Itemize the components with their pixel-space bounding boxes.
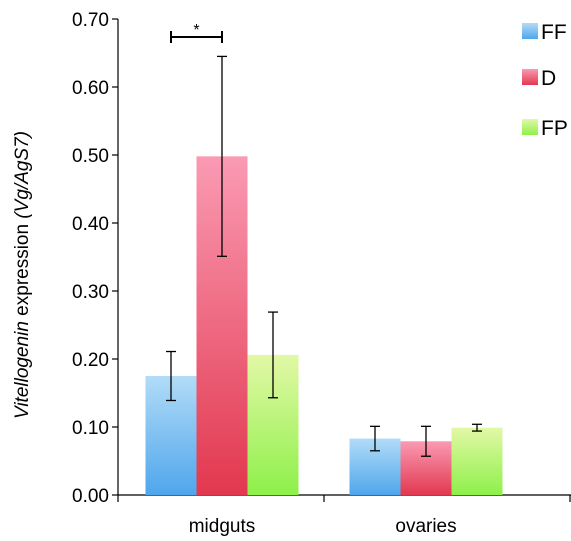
category-label-midguts: midguts xyxy=(189,516,256,537)
y-axis-label-text: expression xyxy=(12,219,33,321)
legend-swatch-FF xyxy=(522,23,538,39)
significance-annotation: * xyxy=(170,22,223,43)
legend-swatch-FP xyxy=(522,119,538,135)
y-tick-label: 0.30 xyxy=(72,282,109,303)
significance-star: * xyxy=(193,22,199,39)
y-tick-label: 0.10 xyxy=(72,418,109,439)
y-tick-label: 0.00 xyxy=(72,486,109,507)
y-tick-label: 0.40 xyxy=(72,214,109,235)
y-tick-label: 0.60 xyxy=(72,78,109,99)
category-label-ovaries: ovaries xyxy=(395,516,456,537)
y-axis-label: Vitellogenin expression (Vg/AgS7) xyxy=(12,131,33,419)
legend-label-FF: FF xyxy=(541,21,567,44)
legend-label-D: D xyxy=(541,67,556,90)
legend-label-FP: FP xyxy=(541,117,568,140)
chart-bars xyxy=(145,156,503,496)
legend-swatch-D xyxy=(522,69,538,85)
y-tick-label: 0.20 xyxy=(72,350,109,371)
y-axis-label-ratio: (Vg/AgS7) xyxy=(12,131,33,219)
chart-error-bars xyxy=(166,55,482,457)
chart-legend: FF D FP xyxy=(522,21,568,140)
y-axis-ticks: 0.00 0.10 0.20 0.30 0.40 0.50 0.60 0.70 xyxy=(72,10,118,507)
y-tick-label: 0.70 xyxy=(72,10,109,31)
y-tick-label: 0.50 xyxy=(72,146,109,167)
bar-ovaries-FP xyxy=(451,427,503,495)
x-axis-categories: midguts ovaries xyxy=(189,516,457,537)
y-axis-label-gene: Vitellogenin xyxy=(12,321,33,419)
